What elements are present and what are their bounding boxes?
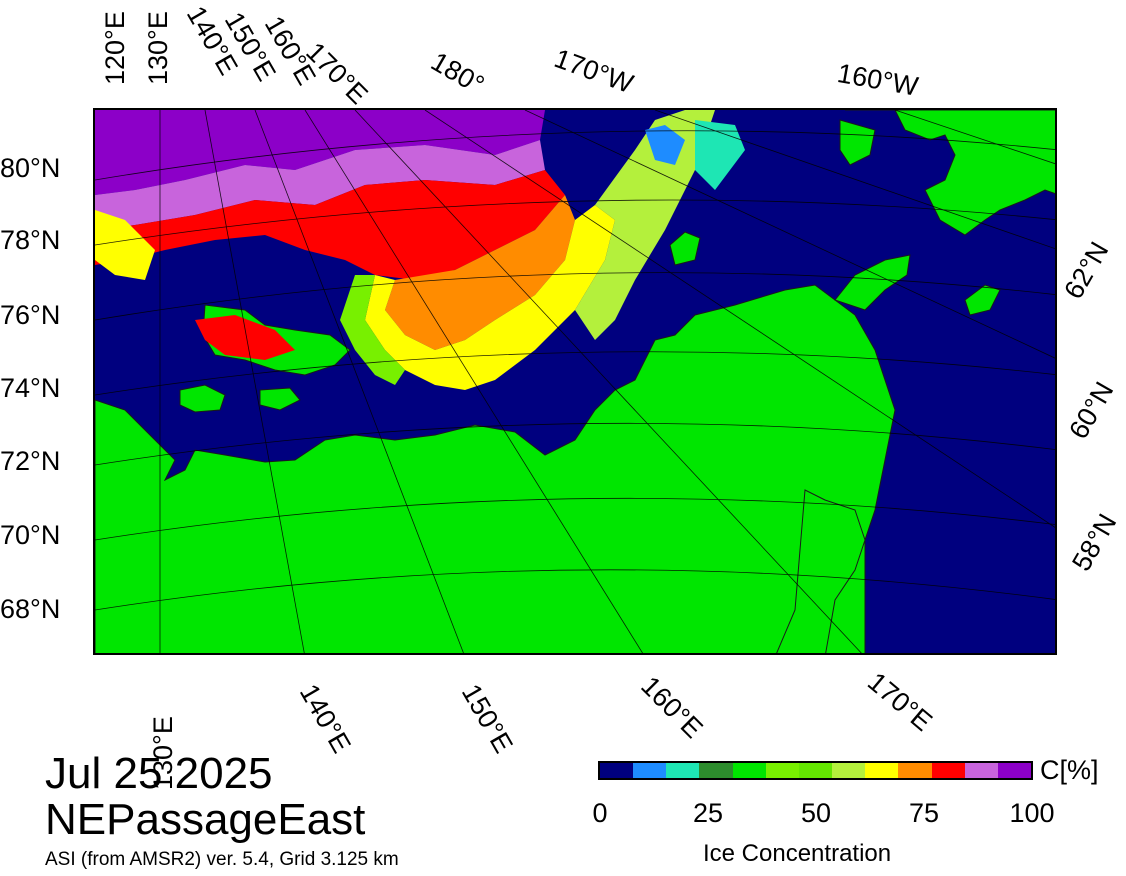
st-lawrence-island bbox=[964, 284, 1001, 316]
colorbar-cell-6 bbox=[798, 763, 833, 778]
sea-ice-pack bbox=[95, 110, 745, 390]
colorbar-cell-3 bbox=[699, 763, 733, 778]
colorbar-tick-100: 100 bbox=[1009, 798, 1055, 828]
lon-label-bottom-170e: 170°E bbox=[862, 666, 938, 737]
colorbar-tick-75: 75 bbox=[908, 798, 940, 828]
lyakhovsky-islands bbox=[179, 384, 226, 413]
colorbar-cell-5 bbox=[765, 763, 799, 778]
colorbar-cell-0 bbox=[600, 763, 634, 778]
map-svg bbox=[95, 110, 1055, 653]
colorbar-tick-0: 0 bbox=[592, 798, 608, 828]
kamchatka-land bbox=[776, 489, 866, 653]
colorbar-unit: C[%] bbox=[1040, 755, 1099, 785]
colorbar-cell-7 bbox=[832, 763, 866, 778]
lon-label-bottom-150e: 150°E bbox=[455, 679, 519, 758]
map-date: Jul 25 2025 bbox=[45, 749, 273, 798]
lon-label-bottom-160e: 160°E bbox=[635, 670, 709, 745]
colorbar-cell-9 bbox=[898, 763, 932, 778]
lat-label-68n: 68°N bbox=[0, 594, 61, 624]
lat-label-72n: 72°N bbox=[0, 446, 61, 476]
colorbar-cell-2 bbox=[666, 763, 700, 778]
colorbar-cell-12 bbox=[997, 763, 1032, 778]
lat-label-80n: 80°N bbox=[0, 153, 61, 183]
colorbar-cell-1 bbox=[633, 763, 667, 778]
lon-label-bottom-140e: 140°E bbox=[293, 679, 357, 758]
small-island bbox=[259, 387, 301, 411]
siberia-land bbox=[95, 284, 896, 653]
colorbar-cell-8 bbox=[865, 763, 899, 778]
colorbar-tick-25: 25 bbox=[692, 798, 724, 828]
lat-label-70n: 70°N bbox=[0, 520, 61, 550]
lon-label-top-180: 180° bbox=[426, 46, 490, 101]
lat-label-76n: 76°N bbox=[0, 300, 61, 330]
colorbar-cell-4 bbox=[732, 763, 766, 778]
colorbar bbox=[598, 761, 1033, 780]
alaska-west-land bbox=[839, 119, 876, 166]
graticule bbox=[95, 110, 1055, 653]
lat-label-60n: 60°N bbox=[1063, 376, 1120, 444]
data-source: ASI (from AMSR2) ver. 5.4, Grid 3.125 km bbox=[45, 849, 399, 870]
chukotka-land bbox=[834, 254, 911, 311]
lat-label-62n: 62°N bbox=[1058, 236, 1115, 304]
colorbar-tick-50: 50 bbox=[800, 798, 832, 828]
colorbar-cell-11 bbox=[964, 763, 998, 778]
lat-label-78n: 78°N bbox=[0, 225, 61, 255]
lon-label-top-160w: 160°W bbox=[835, 58, 921, 102]
lat-label-74n: 74°N bbox=[0, 373, 61, 403]
lon-label-top-170w: 170°W bbox=[550, 43, 638, 100]
colorbar-cell-10 bbox=[931, 763, 965, 778]
wrangel-island bbox=[669, 231, 701, 266]
lon-label-top-120e: 120°E bbox=[100, 11, 130, 85]
ice-concentration-map bbox=[93, 108, 1057, 655]
colorbar-title: Ice Concentration bbox=[703, 840, 892, 867]
region-name: NEPassageEast bbox=[45, 795, 366, 844]
lat-label-58n: 58°N bbox=[1066, 508, 1123, 576]
alaska-land bbox=[845, 110, 1055, 236]
lon-label-top-130e: 130°E bbox=[143, 11, 173, 85]
